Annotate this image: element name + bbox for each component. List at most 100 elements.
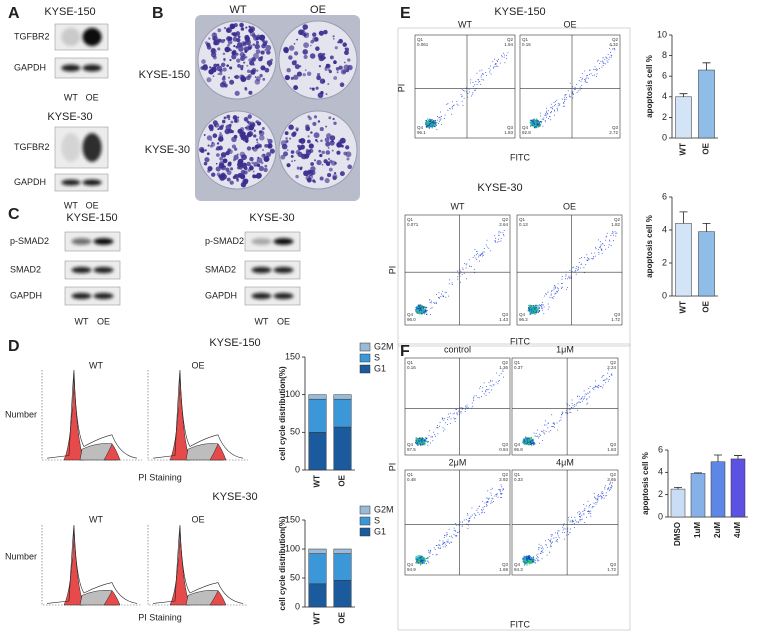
event bbox=[565, 93, 567, 95]
event bbox=[565, 274, 567, 276]
event bbox=[442, 294, 444, 296]
colony bbox=[307, 115, 311, 119]
event bbox=[456, 535, 458, 537]
event bbox=[557, 110, 559, 112]
event bbox=[499, 489, 501, 491]
colony bbox=[331, 140, 334, 143]
event bbox=[530, 310, 532, 313]
colony bbox=[319, 54, 326, 61]
event bbox=[591, 258, 593, 260]
event bbox=[447, 541, 449, 543]
event bbox=[440, 547, 442, 549]
event bbox=[475, 257, 477, 259]
sample-label: WT bbox=[89, 514, 103, 524]
event bbox=[418, 557, 420, 559]
event bbox=[500, 491, 502, 493]
colony bbox=[231, 144, 236, 149]
colony bbox=[216, 38, 221, 42]
quadrant-label: Q2 bbox=[507, 37, 514, 42]
event bbox=[439, 425, 441, 427]
event bbox=[562, 524, 564, 526]
panel-letter: B bbox=[152, 5, 164, 22]
event bbox=[527, 443, 530, 445]
event bbox=[556, 99, 558, 101]
event bbox=[612, 240, 614, 242]
bar bbox=[690, 473, 706, 518]
event bbox=[588, 396, 590, 398]
event bbox=[462, 267, 464, 269]
event bbox=[597, 387, 599, 389]
event bbox=[567, 527, 569, 529]
event bbox=[434, 302, 436, 304]
event bbox=[557, 533, 559, 535]
blot-row-label: GAPDH bbox=[10, 290, 42, 300]
colony bbox=[222, 52, 226, 56]
event bbox=[608, 378, 610, 380]
event bbox=[550, 119, 552, 121]
colony bbox=[247, 114, 252, 119]
event bbox=[500, 231, 502, 233]
colony bbox=[284, 131, 289, 136]
colony bbox=[314, 159, 317, 162]
event bbox=[415, 308, 417, 311]
colony bbox=[231, 50, 237, 56]
event bbox=[422, 443, 424, 445]
event bbox=[451, 101, 453, 103]
quadrant-label: Q4 bbox=[519, 312, 526, 317]
event bbox=[447, 413, 449, 415]
colony bbox=[345, 145, 350, 150]
event bbox=[564, 528, 566, 530]
event bbox=[436, 129, 438, 131]
event bbox=[608, 483, 610, 485]
colony bbox=[307, 154, 310, 156]
event bbox=[485, 386, 487, 388]
event bbox=[565, 288, 567, 290]
event bbox=[594, 255, 596, 257]
event bbox=[579, 520, 581, 522]
colony bbox=[260, 65, 266, 71]
event bbox=[561, 413, 563, 415]
event bbox=[536, 123, 539, 125]
colony bbox=[312, 32, 317, 37]
event bbox=[550, 293, 552, 295]
colony bbox=[304, 153, 310, 159]
event bbox=[550, 545, 552, 547]
y-axis-title: cell cycle distribution(%) bbox=[278, 366, 287, 461]
colony bbox=[245, 118, 248, 121]
colony bbox=[217, 73, 220, 75]
colony bbox=[313, 115, 318, 119]
event bbox=[555, 292, 557, 294]
bar bbox=[308, 548, 327, 554]
quadrant-label: Q1 bbox=[407, 217, 414, 222]
event bbox=[542, 546, 544, 548]
y-tick-label: 4 bbox=[662, 224, 667, 234]
event bbox=[528, 441, 530, 443]
event bbox=[607, 246, 609, 248]
legend-swatch bbox=[359, 342, 371, 352]
event bbox=[526, 564, 528, 566]
event bbox=[436, 427, 438, 429]
event bbox=[601, 493, 603, 495]
event bbox=[466, 404, 468, 406]
colony bbox=[254, 76, 257, 78]
blot-band bbox=[273, 266, 294, 274]
event bbox=[597, 499, 599, 501]
event bbox=[473, 84, 475, 86]
event bbox=[493, 384, 495, 386]
colony bbox=[219, 131, 222, 135]
event bbox=[538, 547, 540, 549]
event bbox=[444, 422, 446, 424]
event bbox=[545, 293, 547, 295]
colony bbox=[347, 64, 353, 71]
event bbox=[567, 278, 569, 280]
event bbox=[486, 497, 488, 499]
event bbox=[594, 496, 596, 498]
colony bbox=[219, 82, 226, 88]
event bbox=[522, 558, 524, 561]
colony bbox=[240, 181, 247, 188]
event bbox=[533, 432, 535, 434]
event bbox=[530, 437, 532, 439]
event bbox=[544, 424, 546, 426]
event bbox=[604, 486, 606, 488]
event bbox=[472, 93, 474, 95]
